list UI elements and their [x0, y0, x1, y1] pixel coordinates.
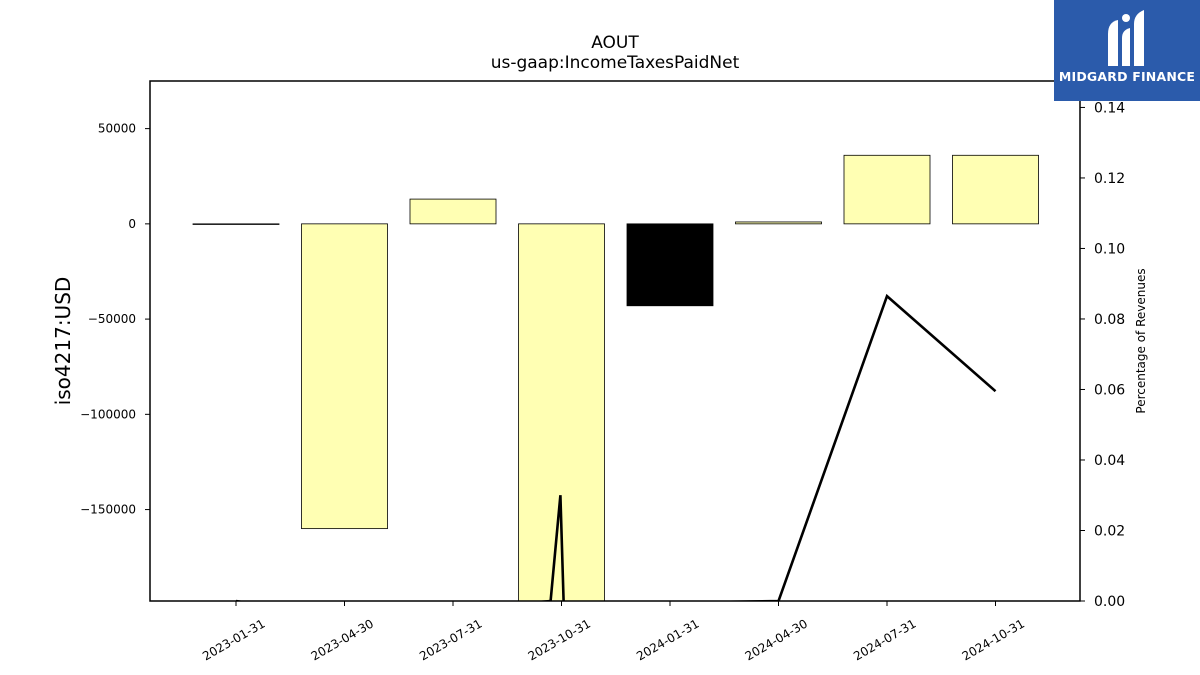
y2-tick-label: 0.14 [1094, 100, 1125, 116]
bars-layer [192, 154, 1039, 602]
y2-tick-label: 0.08 [1094, 312, 1125, 328]
y2-axis-label: Percentage of Revenues [1134, 268, 1148, 413]
y-tick-label: 50000 [98, 122, 136, 136]
y-axis-label: iso4217:USD [51, 277, 75, 406]
bar-2024-01-31 [626, 223, 714, 307]
y2-tick-label: 0.02 [1094, 523, 1125, 539]
bar-2024-04-30 [735, 221, 822, 225]
y2-tick-label: 0.06 [1094, 382, 1125, 398]
y2-tick-label: 0.04 [1094, 453, 1125, 469]
x-tick-label: 2024-04-30 [743, 616, 810, 663]
bar-2023-07-31 [409, 198, 497, 225]
x-tick-label: 2024-07-31 [851, 616, 918, 663]
y2-tick-label: 0.12 [1094, 171, 1125, 187]
plot-frame [149, 80, 1081, 602]
x-tick-label: 2023-01-31 [200, 616, 267, 663]
bar-2023-04-30 [301, 223, 388, 530]
x-tick-label: 2023-10-31 [526, 616, 593, 663]
y-tick-label: −50000 [88, 312, 136, 326]
midgard-logo-icon [1108, 10, 1144, 66]
chart-subtitle: us-gaap:IncomeTaxesPaidNet [491, 53, 740, 73]
y2-axis: 0.00 0.02 0.04 0.06 0.08 0.10 0.12 0.14 [1080, 100, 1125, 610]
bar-2023-01-31 [192, 223, 280, 225]
y-tick-label: −150000 [80, 503, 136, 517]
x-tick-label: 2024-01-31 [634, 616, 701, 663]
y-tick-label: −100000 [80, 407, 136, 421]
y2-tick-label: 0.10 [1094, 241, 1125, 257]
midgard-logo: MIDGARD FINANCE [1054, 0, 1200, 101]
x-axis: 2023-01-31 2023-04-30 2023-07-31 2023-10-31… [200, 601, 1027, 663]
bar-2024-10-31 [952, 154, 1039, 225]
x-tick-label: 2023-04-30 [309, 616, 376, 663]
y-tick-label: 0 [128, 217, 136, 231]
x-tick-label: 2024-10-31 [960, 616, 1027, 663]
bar-2024-07-31 [843, 154, 931, 225]
chart-title: AOUT [591, 33, 639, 53]
percentage-line [236, 293, 997, 601]
x-tick-label: 2023-07-31 [417, 616, 484, 663]
logo-text: MIDGARD FINANCE [1058, 69, 1196, 84]
y-axis: 50000 0 −50000 −100000 −150000 [80, 122, 150, 517]
y2-tick-label: 0.00 [1094, 594, 1125, 610]
line-layer [236, 293, 997, 601]
